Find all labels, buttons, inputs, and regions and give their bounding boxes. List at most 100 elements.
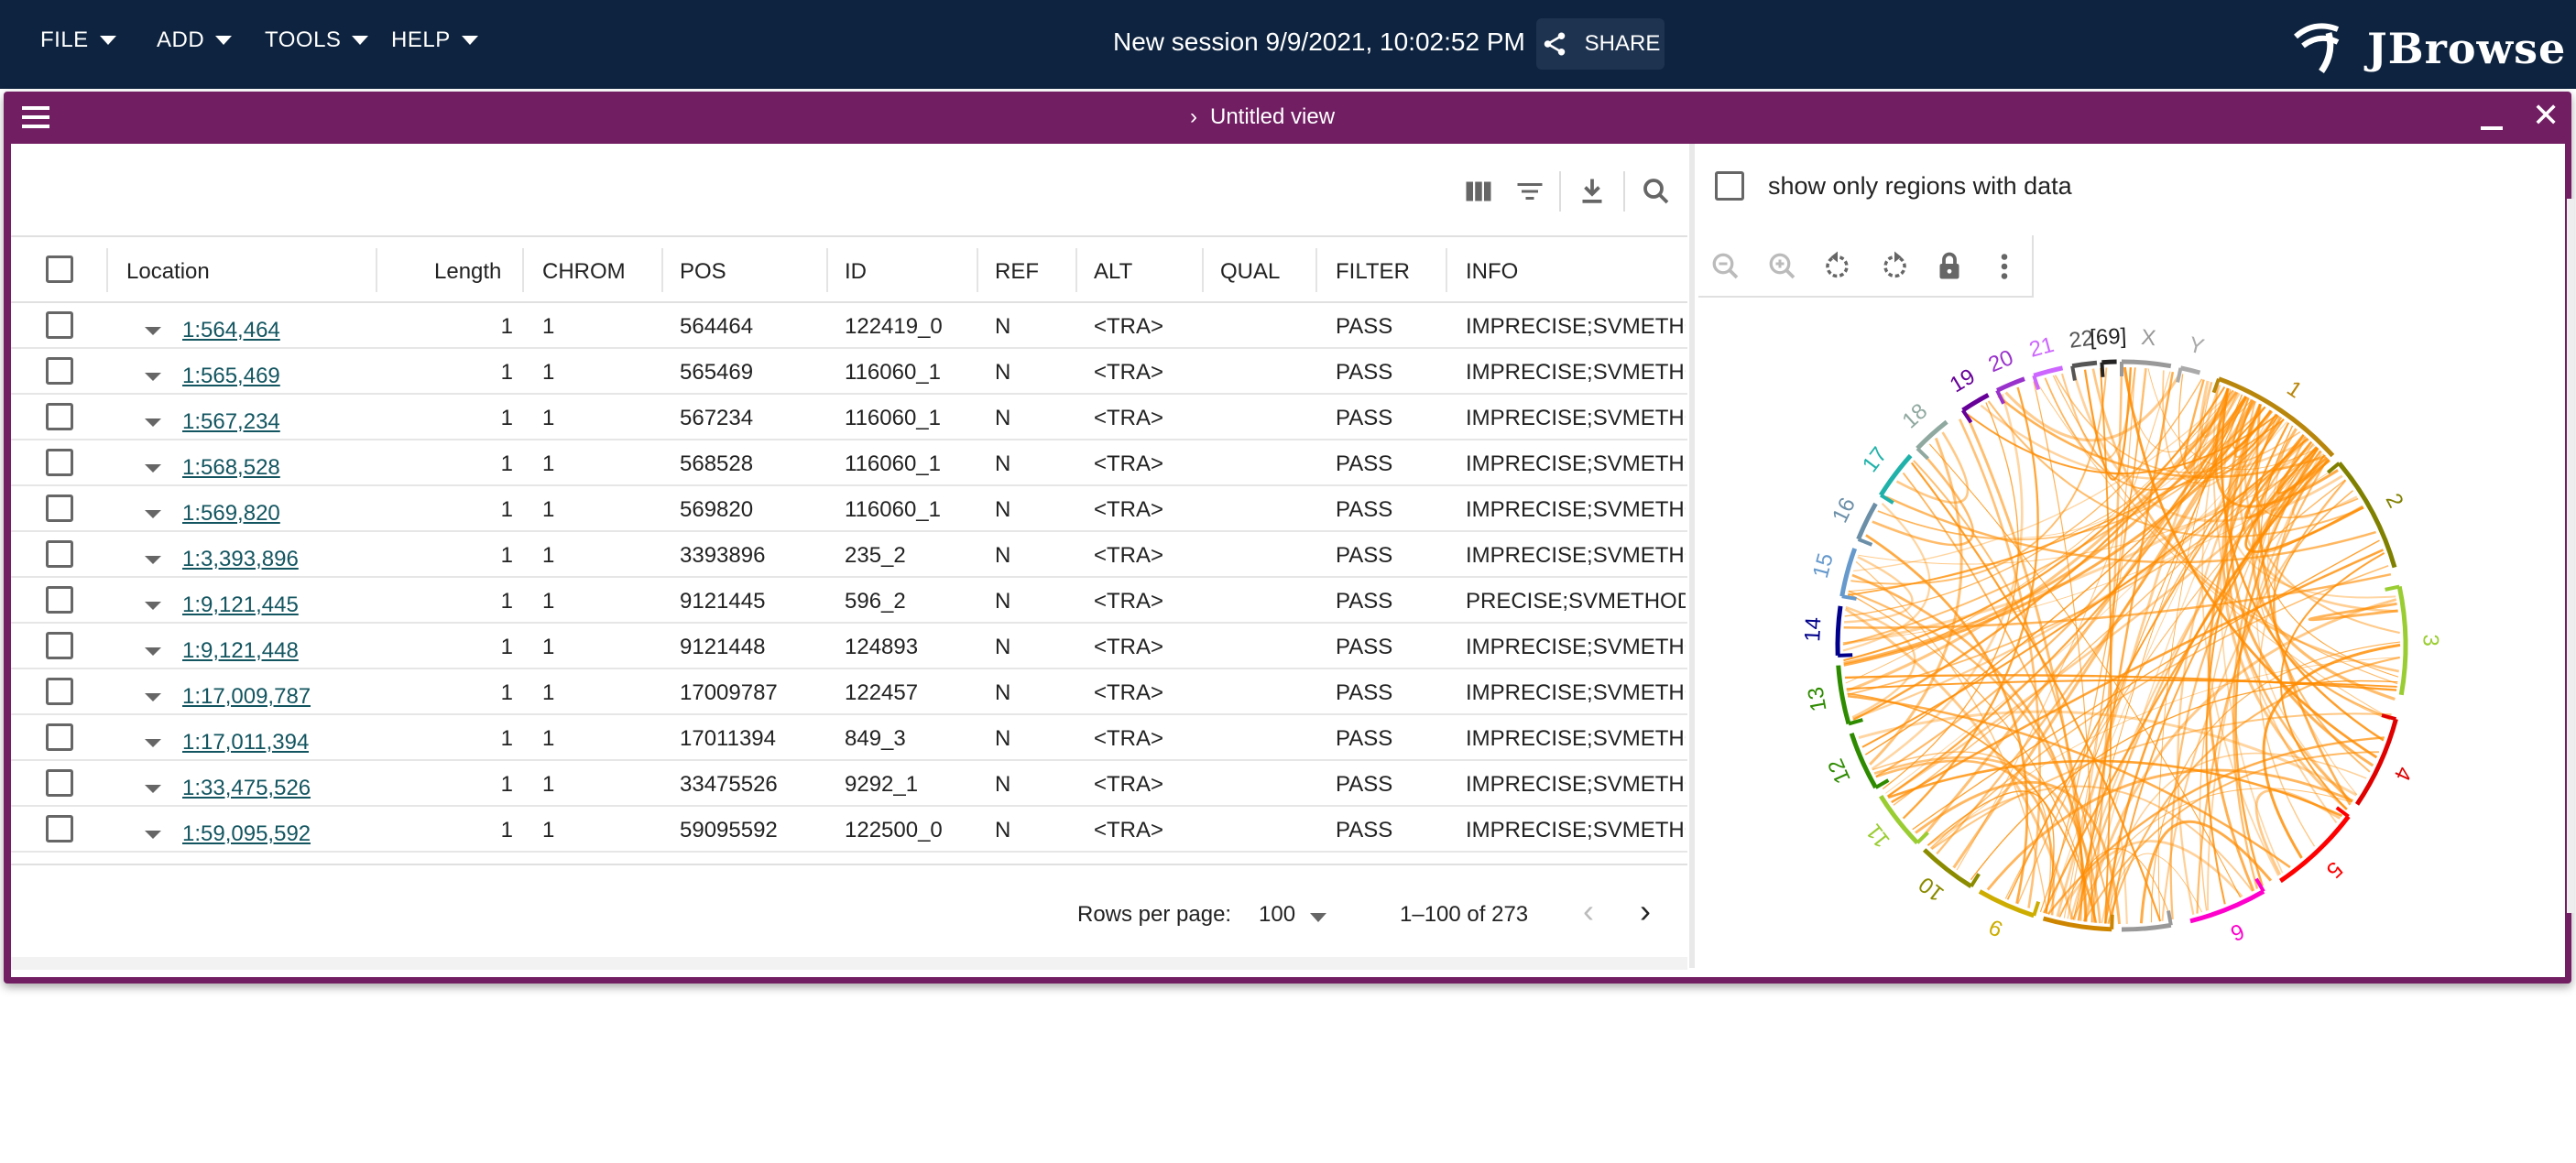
row-checkbox[interactable] xyxy=(46,769,73,797)
table-row[interactable]: 1:568,528 1 1 568528 116060_1 N <TRA> PASS IMPRE… xyxy=(11,440,1687,486)
link-arc[interactable] xyxy=(2082,598,2397,922)
location-link[interactable]: 1:564,464 xyxy=(182,318,280,342)
link-arc[interactable] xyxy=(1846,389,2235,693)
columns-icon[interactable] xyxy=(1462,175,1495,208)
expand-caret-icon[interactable] xyxy=(145,739,161,747)
column-header-length[interactable]: Length xyxy=(434,259,502,284)
row-checkbox[interactable] xyxy=(46,449,73,476)
column-header-id[interactable]: ID xyxy=(845,259,867,284)
link-arc[interactable] xyxy=(1847,694,2291,869)
link-arc[interactable] xyxy=(2083,367,2132,481)
table-row[interactable]: 1:564,464 1 1 564464 122419_0 N <TRA> PASS IMPRE… xyxy=(11,303,1687,349)
column-header-info[interactable]: INFO xyxy=(1466,259,1519,284)
link-arc[interactable] xyxy=(1871,394,2024,770)
link-arc[interactable] xyxy=(2221,403,2348,810)
search-icon[interactable] xyxy=(1640,175,1673,208)
filter-icon[interactable] xyxy=(1513,175,1546,208)
link-arc[interactable] xyxy=(2276,440,2330,495)
location-link[interactable]: 1:3,393,896 xyxy=(182,547,299,571)
chromosome-arc-4[interactable] xyxy=(2354,718,2398,806)
link-arc[interactable] xyxy=(2004,372,2182,442)
chromosome-arc-8[interactable] xyxy=(2042,916,2112,932)
link-arc[interactable] xyxy=(1895,431,1970,505)
link-arc[interactable] xyxy=(2229,403,2374,767)
chromosome-arc-1[interactable] xyxy=(2218,376,2335,458)
link-arc[interactable] xyxy=(2069,440,2312,920)
chromosome-arc-10[interactable] xyxy=(1922,848,1973,889)
link-arc[interactable] xyxy=(1845,605,1916,719)
link-arc[interactable] xyxy=(2047,409,2271,915)
link-arc[interactable] xyxy=(1886,397,2248,798)
link-arc[interactable] xyxy=(2052,375,2398,685)
link-arc[interactable] xyxy=(1930,565,2389,849)
link-arc[interactable] xyxy=(1872,751,2052,914)
chromosome-arc-Y[interactable] xyxy=(2179,365,2201,375)
chromosome-arc-3[interactable] xyxy=(2396,586,2408,696)
link-arc[interactable] xyxy=(2212,384,2338,824)
link-arc[interactable] xyxy=(1852,438,2309,720)
link-arc[interactable] xyxy=(1997,395,2327,479)
link-arc[interactable] xyxy=(1885,495,2376,564)
link-arc[interactable] xyxy=(1928,443,2242,898)
location-link[interactable]: 1:9,121,445 xyxy=(182,592,299,617)
link-arc[interactable] xyxy=(2077,371,2175,921)
link-arc[interactable] xyxy=(2207,416,2282,892)
link-arc[interactable] xyxy=(1844,378,2203,617)
link-arc[interactable] xyxy=(1842,443,2316,646)
link-arc[interactable] xyxy=(1853,389,2233,572)
table-row[interactable]: 1:17,009,787 1 1 17009787 122457 N <TRA> PASS IM… xyxy=(11,669,1687,715)
link-arc[interactable] xyxy=(1858,710,2358,797)
row-checkbox[interactable] xyxy=(46,495,73,522)
row-checkbox[interactable] xyxy=(46,815,73,842)
link-arc[interactable] xyxy=(2169,447,2319,919)
table-row[interactable]: 1:33,475,526 1 1 33475526 9292_1 N <TRA> PASS IM… xyxy=(11,761,1687,807)
chromosome-arc-15[interactable] xyxy=(1839,548,1858,597)
table-row[interactable]: 1:565,469 1 1 565469 116060_1 N <TRA> PASS IMPRE… xyxy=(11,349,1687,395)
link-arc[interactable] xyxy=(1844,607,2074,920)
location-link[interactable]: 1:17,009,787 xyxy=(182,684,311,709)
link-arc[interactable] xyxy=(1858,453,2324,565)
location-link[interactable]: 1:17,011,394 xyxy=(182,730,310,755)
column-header-qual[interactable]: QUAL xyxy=(1220,259,1281,284)
expand-caret-icon[interactable] xyxy=(145,556,161,564)
column-header-ref[interactable]: REF xyxy=(995,259,1039,284)
link-arc[interactable] xyxy=(1891,549,2384,804)
link-arc[interactable] xyxy=(1873,755,2101,924)
location-link[interactable]: 1:567,234 xyxy=(182,409,280,434)
table-row[interactable]: 1:569,820 1 1 569820 116060_1 N <TRA> PASS IMPRE… xyxy=(11,486,1687,532)
table-row[interactable]: 1:3,393,896 1 1 3393896 235_2 N <TRA> PASS IMPRE… xyxy=(11,532,1687,578)
chromosome-arc-9[interactable] xyxy=(1978,889,2035,918)
table-row[interactable]: 1:59,095,592 1 1 59095592 122500_0 N <TRA> PASS… xyxy=(11,807,1687,853)
link-arc[interactable] xyxy=(1931,712,2392,851)
link-arc[interactable] xyxy=(1882,402,2019,789)
link-arc[interactable] xyxy=(1848,590,2096,923)
location-link[interactable]: 1:568,528 xyxy=(182,455,280,480)
link-arc[interactable] xyxy=(2255,414,2359,518)
link-arc[interactable] xyxy=(1846,679,2397,690)
expand-caret-icon[interactable] xyxy=(145,602,161,610)
table-row[interactable]: 1:567,234 1 1 567234 116060_1 N <TRA> PASS IMPRE… xyxy=(11,395,1687,440)
expand-caret-icon[interactable] xyxy=(145,785,161,793)
link-arc[interactable] xyxy=(2044,368,2147,914)
chromosome-arc-13[interactable] xyxy=(1836,665,1851,725)
help-menu[interactable]: HELP xyxy=(391,27,478,53)
vertical-scrollbar[interactable] xyxy=(2567,199,2574,913)
expand-caret-icon[interactable] xyxy=(145,373,161,381)
link-arc[interactable] xyxy=(1861,437,2309,748)
link-arc[interactable] xyxy=(1887,759,2343,818)
link-arc[interactable] xyxy=(1980,404,2309,481)
add-menu[interactable]: ADD xyxy=(157,27,233,53)
expand-caret-icon[interactable] xyxy=(145,327,161,335)
chromosome-arc-11[interactable] xyxy=(1878,794,1919,845)
link-arc[interactable] xyxy=(2232,436,2308,889)
link-arc[interactable] xyxy=(2104,853,2203,924)
link-arc[interactable] xyxy=(1902,386,2039,820)
link-arc[interactable] xyxy=(1842,503,1931,652)
link-arc[interactable] xyxy=(2006,418,2285,900)
link-arc[interactable] xyxy=(2199,443,2314,911)
row-checkbox[interactable] xyxy=(46,540,73,568)
link-arc[interactable] xyxy=(1842,467,2337,644)
chromosome-arc-X[interactable] xyxy=(2121,359,2172,369)
column-header-chrom[interactable]: CHROM xyxy=(542,259,626,284)
location-link[interactable]: 1:565,469 xyxy=(182,364,280,388)
